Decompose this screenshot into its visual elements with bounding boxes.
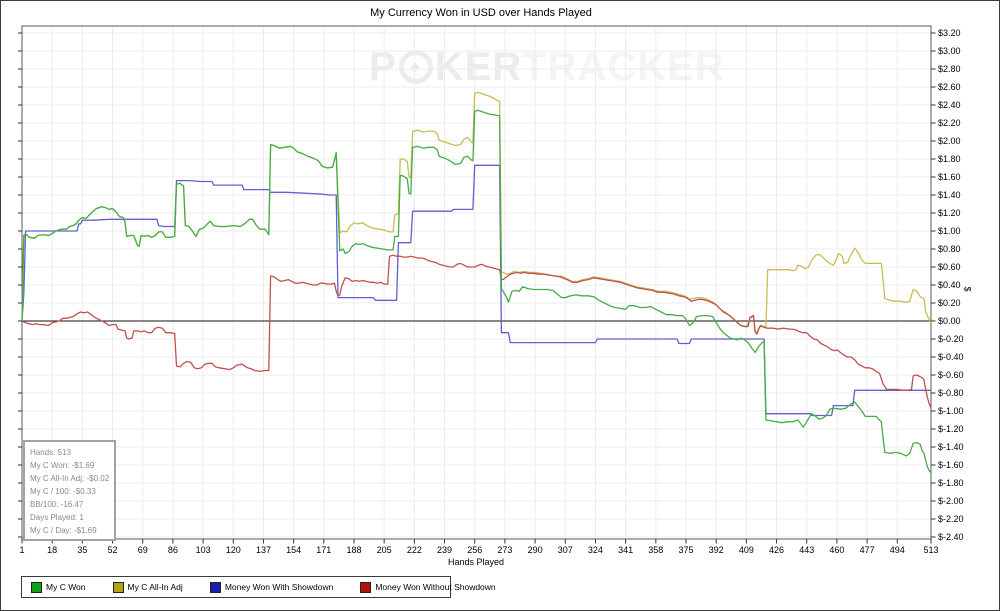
y-axis-title: $: [962, 286, 973, 292]
x-tick-label: 154: [286, 545, 301, 555]
y-tick-label: $1.60: [938, 172, 961, 182]
y-tick-label: $2.00: [938, 136, 961, 146]
x-tick-label: 171: [316, 545, 331, 555]
x-tick-label: 1: [19, 545, 24, 555]
x-tick-label: 341: [618, 545, 633, 555]
legend-item-all-in-adj: My C All-In Adj: [112, 581, 183, 593]
stat-hands: Hands: 513: [30, 448, 71, 457]
y-tick-label: $0.00: [938, 316, 961, 326]
y-tick-label: $-1.80: [938, 478, 964, 488]
y-tick-label: $2.60: [938, 82, 961, 92]
x-tick-label: 205: [377, 545, 392, 555]
legend-item-my-c-won: My C Won: [31, 581, 86, 593]
y-tick-label: $-2.00: [938, 496, 964, 506]
x-tick-label: 409: [739, 545, 754, 555]
y-tick-label: $-0.40: [938, 352, 964, 362]
x-tick-label: 273: [497, 545, 512, 555]
session-stats-box: Hands: 513 My C Won: -$1.69 My C All-In …: [23, 440, 116, 541]
x-tick-label: 307: [558, 545, 573, 555]
y-tick-label: $0.80: [938, 244, 961, 254]
x-tick-label: 460: [829, 545, 844, 555]
y-tick-label: $0.60: [938, 262, 961, 272]
x-tick-label: 52: [108, 545, 118, 555]
poker-chip-icon: ♠: [398, 50, 433, 84]
y-tick-label: $-0.20: [938, 334, 964, 344]
y-tick-label: $-0.80: [938, 388, 964, 398]
legend-label: My C Won: [46, 582, 86, 592]
y-tick-label: $0.20: [938, 298, 961, 308]
y-tick-label: $2.40: [938, 100, 961, 110]
x-tick-label: 86: [168, 545, 178, 555]
y-tick-label: $-1.40: [938, 442, 964, 452]
x-tick-label: 239: [437, 545, 452, 555]
y-tick-label: $1.40: [938, 190, 961, 200]
watermark-text-tracker: TRACKER: [522, 44, 725, 89]
x-tick-label: 443: [799, 545, 814, 555]
plot-frame: [21, 25, 932, 540]
y-tick-label: $1.80: [938, 154, 961, 164]
olive-series-swatch-icon: [112, 581, 124, 593]
y-tick-label: $0.40: [938, 280, 961, 290]
legend-label: Money Won Without Showdown: [375, 582, 496, 592]
y-tick-label: $-1.20: [938, 424, 964, 434]
x-tick-label: 188: [346, 545, 361, 555]
y-tick-label: $2.80: [938, 64, 961, 74]
stat-my-c-per-day: My C / Day: -$1.69: [30, 526, 97, 535]
x-tick-label: 120: [226, 545, 241, 555]
y-tick-label: $3.20: [938, 28, 961, 38]
x-tick-label: 222: [407, 545, 422, 555]
green-series-swatch-icon: [31, 581, 42, 593]
x-tick-label: 324: [588, 545, 603, 555]
chart-title: My Currency Won in USD over Hands Played: [370, 7, 592, 19]
legend-label: Money Won With Showdown: [224, 582, 334, 592]
stat-my-c-won: My C Won: -$1.69: [30, 461, 95, 470]
spade-icon: ♠: [410, 56, 421, 76]
x-tick-label: 69: [138, 545, 148, 555]
x-tick-label: 358: [648, 545, 663, 555]
watermark-text-p: P: [369, 44, 397, 89]
legend-item-without-showdown: Money Won Without Showdown: [360, 581, 496, 593]
y-tick-label: $1.20: [938, 208, 961, 218]
blue-series-swatch-icon: [209, 581, 221, 593]
x-tick-label: 513: [923, 545, 938, 555]
pokertracker-watermark: P ♠ KER TRACKER: [369, 44, 725, 89]
series-line-money-won-with-showdown: [21, 164, 931, 417]
red-series-swatch-icon: [360, 581, 372, 593]
y-tick-label: $-0.60: [938, 370, 964, 380]
legend-label: My C All-In Adj: [127, 582, 183, 592]
x-tick-label: 477: [860, 545, 875, 555]
watermark-text-ker: KER: [434, 44, 523, 89]
x-tick-label: 137: [256, 545, 271, 555]
stat-bb-per-100: BB/100: -16.47: [30, 500, 84, 509]
x-tick-label: 375: [678, 545, 693, 555]
x-axis-title: Hands Played: [447, 557, 505, 567]
chart-legend: My C Won My C All-In Adj Money Won With …: [21, 576, 496, 598]
stat-days-played: Days Played: 1: [30, 513, 84, 522]
y-tick-label: $1.00: [938, 226, 961, 236]
stat-my-c-per-100: My C / 100: -$0.33: [30, 487, 96, 496]
series-line-money-won-without-showdown: [21, 254, 932, 409]
series-line-my-c-won: [21, 109, 932, 474]
x-tick-label: 494: [890, 545, 905, 555]
stat-all-in-adj: My C All-In Adj: -$0.02: [30, 474, 110, 483]
x-tick-label: 392: [709, 545, 724, 555]
x-tick-label: 103: [196, 545, 211, 555]
x-tick-label: 35: [77, 545, 87, 555]
x-tick-label: 256: [467, 545, 482, 555]
y-tick-label: $-2.20: [938, 514, 964, 524]
x-tick-label: 290: [528, 545, 543, 555]
x-tick-label: 426: [769, 545, 784, 555]
y-tick-label: $-2.40: [938, 532, 964, 542]
y-tick-label: $2.20: [938, 118, 961, 128]
y-tick-label: $-1.00: [938, 406, 964, 416]
x-tick-label: 18: [47, 545, 57, 555]
y-tick-label: $-1.60: [938, 460, 964, 470]
y-tick-label: $3.00: [938, 46, 961, 56]
legend-item-with-showdown: Money Won With Showdown: [209, 581, 334, 593]
